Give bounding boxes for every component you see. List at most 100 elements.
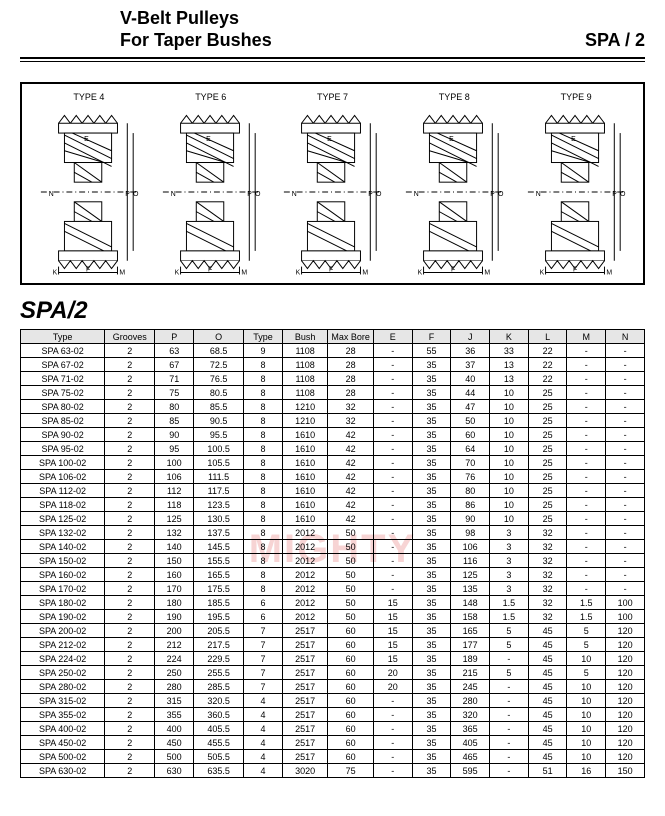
cell: SPA 450-02 — [21, 736, 105, 750]
cell: 15 — [373, 624, 412, 638]
page-title-block: V-Belt Pulleys For Taper Bushes — [120, 8, 272, 51]
cell: 2 — [105, 624, 155, 638]
cell: 212 — [155, 638, 194, 652]
cell: 1610 — [282, 442, 328, 456]
cell: - — [373, 568, 412, 582]
diagram-label: TYPE 4 — [28, 92, 150, 102]
cell: 2 — [105, 484, 155, 498]
table-row: SPA 224-022224229.572517601535189-451012… — [21, 652, 645, 666]
cell: 200 — [155, 624, 194, 638]
cell: 500 — [155, 750, 194, 764]
cell: 35 — [412, 764, 451, 778]
col-header: P — [155, 330, 194, 344]
cell: 35 — [412, 694, 451, 708]
table-row: SPA 212-022212217.5725176015351775455120 — [21, 638, 645, 652]
cell: 3 — [490, 582, 529, 596]
cell: 250 — [155, 666, 194, 680]
table-row: SPA 630-022630635.54302075-35595-5116150 — [21, 764, 645, 778]
cell: - — [567, 400, 606, 414]
cell: 60 — [328, 750, 374, 764]
cell: 37 — [451, 358, 490, 372]
cell: 8 — [244, 582, 283, 596]
cell: 2 — [105, 512, 155, 526]
cell: 630 — [155, 764, 194, 778]
cell: 120 — [606, 750, 645, 764]
cell: 2 — [105, 722, 155, 736]
cell: 40 — [451, 372, 490, 386]
cell: 32 — [528, 554, 567, 568]
table-row: SPA 180-022180185.5620125015351481.5321.… — [21, 596, 645, 610]
cell: 2 — [105, 400, 155, 414]
cell: 4 — [244, 722, 283, 736]
cell: - — [567, 414, 606, 428]
cell: SPA 180-02 — [21, 596, 105, 610]
cell: 45 — [528, 694, 567, 708]
table-row: SPA 450-022450455.54251760-35405-4510120 — [21, 736, 645, 750]
cell: - — [373, 526, 412, 540]
cell: 10 — [490, 498, 529, 512]
cell: 35 — [412, 750, 451, 764]
cell: 35 — [412, 708, 451, 722]
cell: 35 — [412, 736, 451, 750]
cell: 10 — [490, 400, 529, 414]
cell: 135 — [451, 582, 490, 596]
cell: 185.5 — [194, 596, 244, 610]
cell: 1610 — [282, 484, 328, 498]
cell: 71 — [155, 372, 194, 386]
cell: - — [606, 372, 645, 386]
cell: 2 — [105, 540, 155, 554]
cell: 1210 — [282, 400, 328, 414]
cell: 60 — [328, 666, 374, 680]
cell: 25 — [528, 400, 567, 414]
cell: 2 — [105, 344, 155, 358]
cell: SPA 90-02 — [21, 428, 105, 442]
cell: 112 — [155, 484, 194, 498]
cell: - — [606, 470, 645, 484]
cell: 35 — [412, 386, 451, 400]
cell: 15 — [373, 638, 412, 652]
cell: 8 — [244, 484, 283, 498]
cell: 2 — [105, 680, 155, 694]
cell: 120 — [606, 624, 645, 638]
col-header: M — [567, 330, 606, 344]
cell: SPA 132-02 — [21, 526, 105, 540]
cell: 2 — [105, 470, 155, 484]
svg-text:P: P — [491, 191, 496, 198]
cell: 175.5 — [194, 582, 244, 596]
cell: - — [373, 400, 412, 414]
cell: 60 — [328, 624, 374, 638]
cell: 10 — [567, 750, 606, 764]
cell: - — [567, 582, 606, 596]
table-row: SPA 85-0228590.58121032-35501025-- — [21, 414, 645, 428]
table-row: SPA 118-022118123.58161042-35861025-- — [21, 498, 645, 512]
cell: 28 — [328, 344, 374, 358]
cell: 148 — [451, 596, 490, 610]
cell: 180 — [155, 596, 194, 610]
cell: 320 — [451, 708, 490, 722]
cell: 35 — [412, 722, 451, 736]
cell: 10 — [567, 736, 606, 750]
cell: 60 — [328, 694, 374, 708]
cell: - — [567, 568, 606, 582]
cell: 8 — [244, 456, 283, 470]
cell: - — [606, 526, 645, 540]
cell: 1610 — [282, 428, 328, 442]
cell: 360.5 — [194, 708, 244, 722]
cell: 245 — [451, 680, 490, 694]
cell: 1610 — [282, 498, 328, 512]
svg-text:K: K — [418, 270, 423, 277]
cell: 42 — [328, 456, 374, 470]
svg-text:P: P — [247, 191, 252, 198]
cell: 120 — [606, 722, 645, 736]
cell: 35 — [412, 680, 451, 694]
cell: - — [606, 554, 645, 568]
cell: 10 — [490, 386, 529, 400]
cell: 7 — [244, 624, 283, 638]
cell: 10 — [490, 484, 529, 498]
cell: 35 — [412, 624, 451, 638]
cell: 5 — [490, 666, 529, 680]
svg-text:N: N — [49, 191, 54, 198]
cell: 195.5 — [194, 610, 244, 624]
cell: 45 — [528, 624, 567, 638]
cell: 25 — [528, 414, 567, 428]
